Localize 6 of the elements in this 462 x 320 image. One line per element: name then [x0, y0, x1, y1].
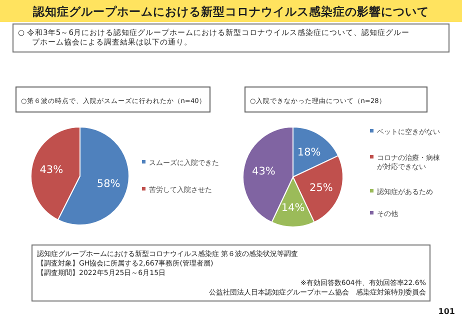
data-label: 14%: [281, 202, 305, 214]
data-label: 25%: [310, 182, 333, 194]
data-label: 58%: [96, 178, 120, 190]
data-label: 43%: [252, 165, 276, 178]
data-label: 18%: [297, 146, 321, 159]
data-label: 43%: [40, 164, 64, 176]
